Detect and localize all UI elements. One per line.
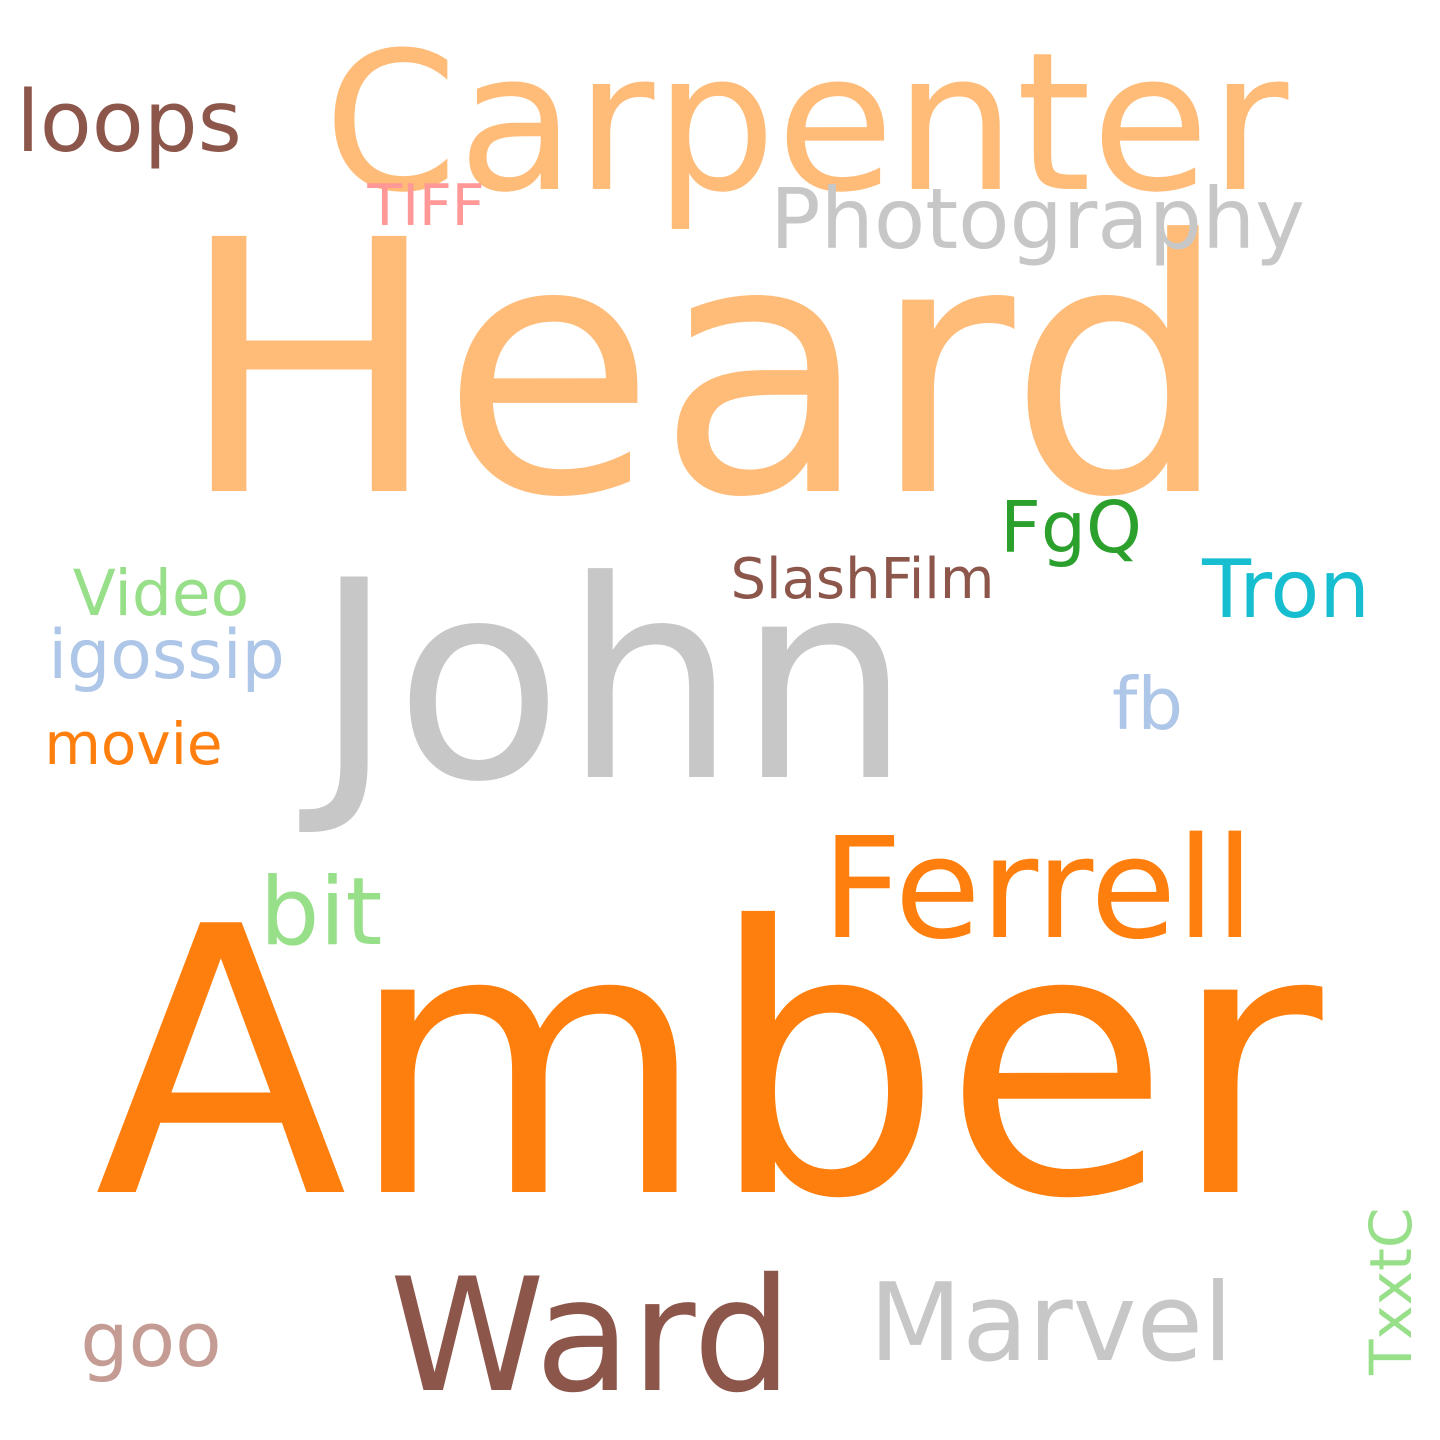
word-amber: Amber: [94, 850, 1323, 1280]
word-txxtc: TxxtC: [1357, 1207, 1425, 1376]
word-photography: Photography: [770, 170, 1305, 268]
word-ward: Ward: [389, 1245, 793, 1428]
word-goo: goo: [80, 1295, 222, 1384]
word-marvel: Marvel: [868, 1261, 1234, 1386]
word-carpenter: Carpenter: [323, 12, 1289, 235]
word-tron: Tron: [1202, 543, 1370, 636]
word-slashfilm: SlashFilm: [730, 547, 995, 612]
word-ferrell: Ferrell: [821, 808, 1255, 971]
word-john: John: [313, 522, 912, 842]
word-fgq: FgQ: [1000, 486, 1142, 569]
word-heard: Heard: [177, 166, 1231, 574]
word-video: Video: [72, 557, 250, 630]
word-movie: movie: [44, 710, 223, 778]
word-tiff: TIFF: [367, 173, 485, 239]
word-fb: fb: [1112, 662, 1184, 746]
word-igossip: igossip: [48, 616, 285, 695]
word-loops: loops: [16, 73, 242, 172]
word-bit: bit: [259, 858, 383, 967]
